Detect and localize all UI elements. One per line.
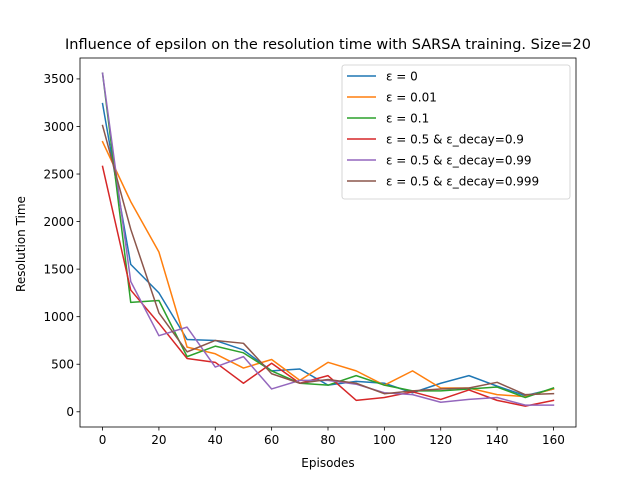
series-line-2: [101, 140, 555, 398]
x-axis-label: Episodes: [301, 456, 354, 470]
chart-title: Influence of epsilon on the resolution t…: [65, 37, 591, 53]
y-tick-label: 500: [51, 358, 74, 372]
x-tick-label: 120: [429, 433, 452, 447]
y-axis-ticks: 0 500 1000 1500 2000 2500 3000 3500: [43, 72, 80, 419]
y-tick-label: 1500: [43, 262, 74, 276]
legend-box: [341, 64, 571, 200]
x-tick-label: 20: [151, 433, 166, 447]
legend-entry-label: ε = 0.01: [386, 90, 437, 104]
y-tick-label: 3500: [43, 72, 74, 86]
y-tick-label: 0: [66, 405, 74, 419]
legend-entry-label: ε = 0: [386, 69, 418, 83]
x-tick-label: 40: [208, 433, 223, 447]
x-tick-label: 60: [264, 433, 279, 447]
legend-entry-label: ε = 0.1: [386, 111, 429, 125]
plot-area: [101, 72, 555, 407]
y-axis-label: Resolution Time: [14, 196, 28, 292]
series-line-4: [101, 165, 555, 407]
y-tick-label: 3000: [43, 120, 74, 134]
legend: ε = 0 ε = 0.01 ε = 0.1 ε = 0.5 & ε_decay=0.…: [341, 64, 571, 200]
x-tick-label: 0: [99, 433, 107, 447]
x-tick-label: 80: [320, 433, 335, 447]
y-tick-label: 2500: [43, 167, 74, 181]
x-tick-label: 140: [486, 433, 509, 447]
x-tick-label: 160: [542, 433, 565, 447]
legend-entry-label: ε = 0.5 & ε_decay=0.9: [386, 132, 524, 146]
x-axis-ticks: 0 20 40 60 80 100 120 140 160: [99, 427, 565, 447]
y-tick-label: 1000: [43, 310, 74, 324]
series-line-5: [101, 72, 555, 406]
legend-entry-label: ε = 0.5 & ε_decay=0.99: [386, 153, 532, 167]
series-line-6: [101, 124, 555, 396]
y-tick-label: 2000: [43, 215, 74, 229]
legend-entry-label: ε = 0.5 & ε_decay=0.999: [386, 174, 539, 188]
x-tick-label: 100: [373, 433, 396, 447]
